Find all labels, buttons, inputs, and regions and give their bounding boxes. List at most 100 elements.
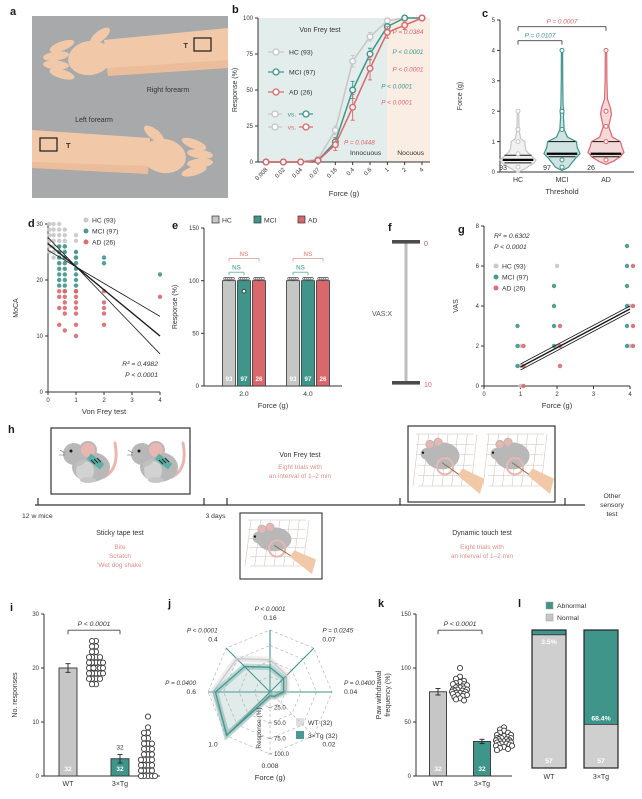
panel-letter-l: l bbox=[518, 598, 522, 610]
svg-text:4: 4 bbox=[476, 304, 480, 310]
sample-size-label: 93 bbox=[226, 376, 233, 383]
legend-label: Normal bbox=[557, 615, 579, 622]
p-value-annotation: P < 0.0001 bbox=[255, 606, 286, 613]
svg-text:3: 3 bbox=[592, 392, 596, 398]
legend-label: HC (93) bbox=[502, 263, 526, 270]
p-value-annotation: P < 0.0001 bbox=[393, 49, 424, 56]
svg-text:2: 2 bbox=[102, 398, 106, 404]
other-sensory-test-label: Other bbox=[604, 493, 622, 500]
svg-text:0: 0 bbox=[46, 398, 50, 404]
svg-text:0.4: 0.4 bbox=[346, 167, 357, 178]
svg-text:0.04: 0.04 bbox=[292, 167, 305, 180]
panel-h: h 12 w mice 3 days Other sensory test Sticky … bbox=[0, 414, 642, 596]
vs-label: vs. bbox=[288, 124, 297, 131]
x-axis-label: Threshold bbox=[545, 187, 578, 196]
panel-k-chart: 0 50 100 150 Paw withdrawal frequency (%) 32 WT… bbox=[376, 612, 516, 788]
svg-text:30: 30 bbox=[36, 222, 43, 228]
svg-text:30: 30 bbox=[32, 612, 39, 618]
panel-letter-j: j bbox=[168, 598, 172, 610]
panel-h-timeline: 12 w mice 3 days Other sensory test Sticky ta… bbox=[22, 425, 624, 580]
sample-size-label: 93 bbox=[290, 376, 297, 383]
panel-letter-k: k bbox=[378, 598, 385, 610]
sample-size-label: 32 bbox=[478, 766, 486, 773]
sample-size-label: 97 bbox=[305, 376, 312, 383]
svg-text:10: 10 bbox=[32, 720, 39, 726]
legend-label: HC bbox=[222, 218, 232, 225]
mouse-filament-test-illustration bbox=[482, 433, 554, 494]
ns-annotation: NS bbox=[296, 265, 306, 272]
svg-text:3×Tg: 3×Tg bbox=[474, 781, 490, 788]
svg-text:HC: HC bbox=[513, 177, 523, 184]
other-sensory-test-label: sensory bbox=[600, 502, 624, 509]
p-value-annotation: P < 0.0001 bbox=[393, 66, 424, 73]
p-value-annotation: P = 0.0400 bbox=[344, 680, 375, 687]
panel-letter-i: i bbox=[10, 602, 14, 614]
svg-text:1: 1 bbox=[492, 140, 496, 146]
legend-label: MCI (97) bbox=[502, 274, 528, 281]
svg-text:WT: WT bbox=[63, 781, 75, 788]
vas-scale-min: 0 bbox=[424, 241, 428, 248]
svg-text:25: 25 bbox=[246, 124, 253, 130]
svg-text:0: 0 bbox=[408, 774, 412, 780]
sample-size-label: 26 bbox=[256, 376, 263, 383]
svg-text:0.02: 0.02 bbox=[274, 167, 287, 180]
svg-text:0.07: 0.07 bbox=[309, 167, 322, 180]
panel-f-illustration: 0 10 VAS:X bbox=[372, 240, 432, 389]
x-axis-label: Force (g) bbox=[542, 401, 573, 410]
sample-size-label: 26 bbox=[587, 165, 595, 172]
x-axis-label: Force (g) bbox=[329, 189, 360, 198]
svg-text:Eight trials with: Eight trials with bbox=[278, 464, 322, 471]
svg-text:8: 8 bbox=[476, 224, 480, 230]
svg-text:2: 2 bbox=[492, 109, 496, 115]
p-value-annotation: P < 0.0001 bbox=[444, 621, 477, 628]
panel-e: e 0 50 100 150 Response (%) HC MCI AD 93 97 26 NS NS… bbox=[168, 212, 348, 414]
svg-text:4: 4 bbox=[158, 398, 162, 404]
x-axis-label: Force (g) bbox=[258, 401, 289, 410]
svg-text:3×Tg: 3×Tg bbox=[593, 774, 609, 781]
svg-text:10: 10 bbox=[36, 334, 43, 340]
mouse-filament-test-illustration bbox=[412, 433, 484, 494]
sample-size-label: 32 bbox=[116, 744, 124, 751]
svg-text:1: 1 bbox=[74, 398, 78, 404]
svg-text:2: 2 bbox=[555, 392, 559, 398]
innocuous-region-label: Innocuous bbox=[350, 150, 382, 157]
svg-text:75: 75 bbox=[246, 52, 253, 58]
svg-text:an interval of 1–2 min: an interval of 1–2 min bbox=[269, 473, 332, 480]
svg-text:MCI: MCI bbox=[556, 177, 569, 184]
svg-text:0: 0 bbox=[482, 392, 486, 398]
svg-text:20: 20 bbox=[32, 666, 39, 672]
p-value-annotation: P = 0.0400 bbox=[165, 680, 196, 687]
svg-text:WT: WT bbox=[544, 774, 556, 781]
panel-b: b 0 25 50 75 100 Response (%) 0.008 0.02 0.04 0.0… bbox=[228, 0, 450, 212]
svg-text:0: 0 bbox=[250, 160, 254, 166]
y-axis-label: VAS bbox=[453, 299, 460, 313]
svg-text:25.0: 25.0 bbox=[274, 706, 286, 712]
panel-i: i 0 10 20 30 No. responses 32 WT 32 32 3×Tg P < 0.… bbox=[8, 596, 166, 799]
p-value-annotation: P < 0.0001 bbox=[78, 621, 111, 628]
legend-label: AD (26) bbox=[289, 89, 312, 96]
y-axis-label: Paw withdrawal bbox=[376, 670, 383, 719]
legend-label: WT (32) bbox=[308, 720, 332, 727]
ns-annotation: NS bbox=[232, 265, 242, 272]
svg-text:3×Tg: 3×Tg bbox=[112, 781, 128, 788]
svg-text:150: 150 bbox=[401, 612, 412, 618]
svg-text:0: 0 bbox=[476, 384, 480, 390]
vas-scale-max: 10 bbox=[424, 382, 432, 389]
svg-text:75.0: 75.0 bbox=[274, 737, 286, 743]
svg-text:4.0: 4.0 bbox=[303, 391, 313, 398]
svg-text:0: 0 bbox=[36, 774, 40, 780]
svg-text:Eight trials with: Eight trials with bbox=[460, 544, 504, 551]
sample-size-label: 26 bbox=[320, 376, 327, 383]
svg-text:0.008: 0.008 bbox=[261, 763, 278, 770]
p-value-annotation: P = 0.0448 bbox=[344, 140, 375, 147]
svg-text:50: 50 bbox=[404, 720, 411, 726]
vas-scale-label: VAS:X bbox=[372, 311, 392, 318]
panel-letter-d: d bbox=[28, 218, 35, 230]
stats-annotation: R² = 0.4982 bbox=[122, 361, 158, 368]
svg-text:2: 2 bbox=[476, 344, 480, 350]
panel-j: j 25.0 50.0 75.0 100.0 Response (%) 0.16 0.07 0… bbox=[165, 596, 375, 799]
y-axis-label: MoCA bbox=[13, 298, 20, 318]
mouse-sticky-tape-illustration bbox=[127, 441, 186, 483]
svg-text:0.4: 0.4 bbox=[208, 637, 218, 644]
